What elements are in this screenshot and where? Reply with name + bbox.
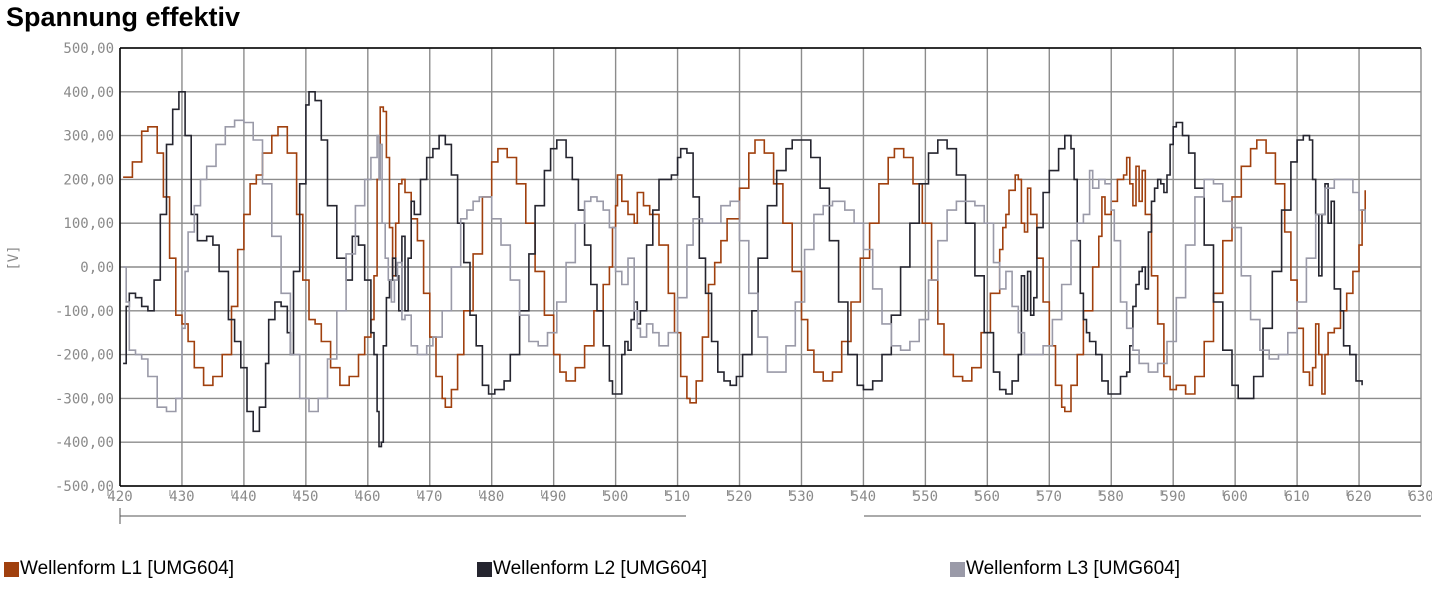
x-tick-label: 530 [789,489,814,505]
y-tick-label: 0,00 [80,260,114,276]
legend-item-l1: Wellenform L1 [UMG604] [4,558,234,580]
x-tick-label: 580 [1099,489,1124,505]
y-tick-label: 300,00 [63,129,114,145]
chart-title: Spannung effektiv [6,2,241,32]
x-tick-label: 600 [1222,489,1247,505]
x-tick-label: 590 [1161,489,1186,505]
y-tick-label: 400,00 [63,85,114,101]
x-tick-label: 450 [293,489,318,505]
chart-svg: 500,00 400,00 300,00 200,00 100,00 0,00 -100,0… [6,41,1432,524]
y-tick-label: -300,00 [55,391,114,407]
x-tick-label: 510 [665,489,690,505]
x-tick-label: 540 [851,489,876,505]
range-scrollbar[interactable] [119,508,1421,524]
x-tick-label: 610 [1284,489,1309,505]
legend-label-l1: Wellenform L1 [UMG604] [20,558,235,579]
y-tick-label: -400,00 [55,435,114,451]
x-tick-label: 440 [231,489,256,505]
y-axis-label: [V] [6,245,22,270]
legend-swatch-l2 [477,561,492,577]
x-tick-label: 630 [1408,489,1432,505]
series-line-1 [123,106,1366,413]
y-tick-label: 200,00 [63,172,114,188]
x-tick-label: 570 [1037,489,1062,505]
y-tick-label: -100,00 [55,304,114,320]
y-tick-label: 500,00 [63,41,114,57]
legend-label-l3: Wellenform L3 [UMG604] [966,558,1181,579]
x-tick-label: 620 [1346,489,1371,505]
x-tick-label: 500 [603,489,628,505]
y-tick-label: 100,00 [63,216,114,232]
legend-item-l2: Wellenform L2 [UMG604] [477,558,707,580]
legend-label-l2: Wellenform L2 [UMG604] [493,558,708,579]
legend-item-l3: Wellenform L3 [UMG604] [950,558,1180,580]
x-tick-label: 520 [727,489,752,505]
y-axis-ticks: 500,00 400,00 300,00 200,00 100,00 0,00 -100,0… [55,41,114,495]
series-line-3 [123,119,1366,413]
series-line-2 [123,91,1363,448]
x-tick-label: 480 [479,489,504,505]
x-tick-label: 460 [355,489,380,505]
x-tick-label: 470 [417,489,442,505]
x-tick-label: 420 [107,489,132,505]
y-tick-label: -200,00 [55,348,114,364]
legend-swatch-l3 [950,561,965,577]
x-tick-label: 430 [169,489,194,505]
x-tick-label: 490 [541,489,566,505]
y-tick-label: -500,00 [55,479,114,495]
x-axis-ticks: 420 430 440 450 460 470 480 490 500 510 520 530 540 5… [107,489,1432,505]
x-tick-label: 550 [913,489,938,505]
legend-swatch-l1 [4,561,19,577]
x-tick-label: 560 [975,489,1000,505]
series-lines [123,91,1366,448]
